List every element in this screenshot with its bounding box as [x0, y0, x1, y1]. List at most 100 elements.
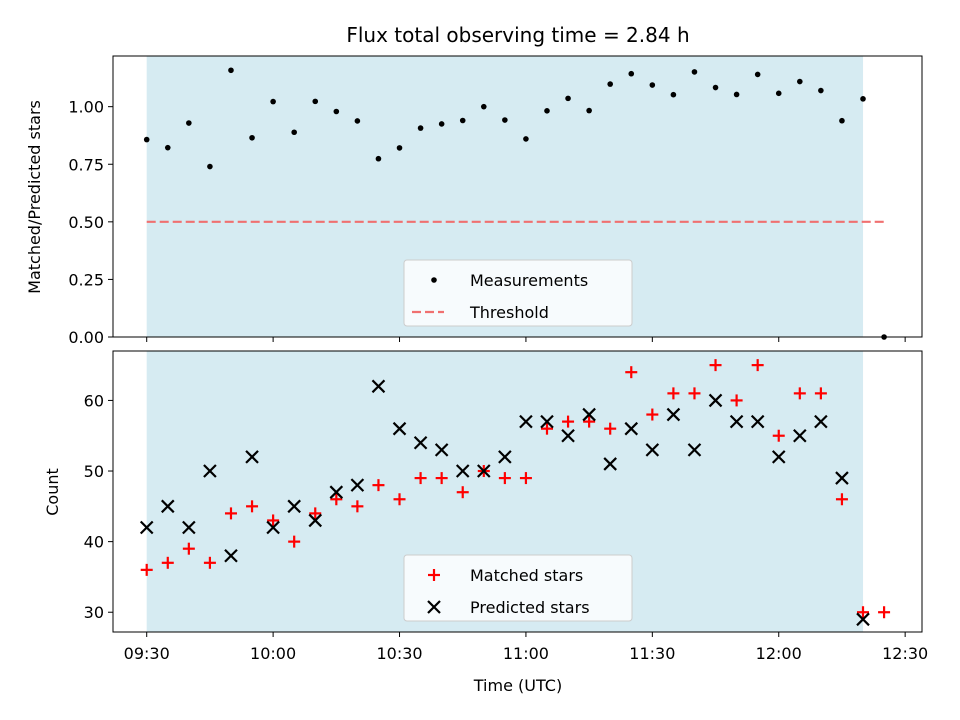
measurement-point — [775, 90, 782, 97]
predicted-star-point — [350, 478, 365, 492]
matched-star-point — [330, 493, 343, 506]
measurement-point — [270, 98, 276, 105]
matched-star-point — [751, 359, 764, 372]
measurement-point — [459, 117, 466, 124]
matched-star-point — [140, 563, 153, 576]
measurement-point — [839, 117, 845, 124]
top-x-ticks — [146, 337, 906, 342]
predicted-star-point — [687, 443, 702, 457]
matched-star-point — [203, 556, 216, 569]
predicted-star-point — [835, 471, 849, 485]
matched-star-point — [878, 606, 891, 619]
measurement-point — [754, 71, 761, 78]
legend-box — [403, 554, 633, 622]
measurement-point — [860, 96, 866, 102]
predicted-star-point — [814, 414, 828, 429]
matched-star-point — [267, 514, 280, 527]
measurement-point — [586, 107, 592, 114]
predicted-star-point — [561, 428, 575, 443]
matched-star-point — [414, 472, 427, 485]
x-tick-label: 09:30 — [124, 644, 170, 663]
matched-star-point — [772, 429, 785, 442]
predicted-star-point — [203, 464, 217, 478]
predicted-star-point — [666, 407, 681, 422]
predicted-star-point — [266, 520, 280, 535]
matched-star-point — [161, 556, 174, 569]
y-tick-label: 50 — [84, 462, 104, 481]
predicted-star-point — [729, 414, 744, 429]
measurement-point — [480, 103, 487, 110]
measurement-point — [818, 87, 824, 94]
matched-star-point — [604, 422, 617, 435]
predicted-star-point — [708, 393, 723, 408]
predicted-star-point — [139, 520, 154, 535]
x-tick-label: 12:30 — [882, 644, 928, 663]
matched-star-point — [246, 500, 259, 513]
top-y-ticks: 0.00 0.25 0.50 0.75 1.00 — [68, 98, 113, 347]
matched-star-point — [667, 387, 680, 400]
x-tick-label: 10:00 — [250, 644, 296, 663]
top-axes-frame — [112, 55, 923, 338]
legend-handle — [431, 277, 437, 283]
matched-star-point — [519, 472, 532, 485]
measurement-point — [164, 144, 171, 151]
predicted-star-point — [540, 414, 554, 429]
x-tick-label: 11:30 — [629, 644, 675, 663]
y-tick-label: 0.50 — [68, 213, 104, 232]
matched-star-point — [351, 500, 364, 513]
measurement-point — [649, 82, 656, 88]
measurement-point — [312, 98, 319, 105]
predicted-star-point — [645, 443, 660, 457]
predicted-star-point — [224, 548, 238, 563]
top-legend: Measurements Threshold — [403, 259, 633, 327]
y-tick-label: 0.75 — [68, 155, 104, 174]
y-tick-label: 0.00 — [68, 328, 104, 347]
predicted-star-point — [392, 421, 407, 436]
matched-star-point — [372, 479, 385, 492]
predicted-star-point — [182, 520, 196, 535]
x-tick-label: 11:00 — [503, 644, 549, 663]
legend-handle — [427, 600, 441, 614]
predicted-star-point — [519, 414, 533, 429]
measurement-point — [333, 108, 340, 115]
measurement-point — [544, 108, 550, 114]
measurement-point — [143, 136, 150, 143]
measurement-point — [691, 69, 698, 75]
matched-star-point — [709, 359, 722, 372]
matched-star-point — [688, 387, 701, 400]
measurement-point — [523, 136, 529, 142]
measurement-point — [417, 125, 424, 131]
measurement-point — [354, 118, 361, 124]
matched-star-point — [730, 394, 743, 407]
measurement-point — [249, 134, 255, 141]
matched-star-point — [309, 507, 322, 520]
matched-star-point — [814, 387, 827, 400]
matched-star-point — [562, 415, 575, 428]
y-tick-label: 0.25 — [68, 270, 104, 289]
top-marks — [143, 67, 887, 340]
matched-star-point — [288, 535, 301, 548]
legend-label: Measurements — [470, 271, 588, 290]
legend-handle — [428, 569, 440, 581]
bottom-y-ticks: 30 40 50 60 — [84, 391, 113, 622]
y-tick-label: 40 — [84, 533, 104, 552]
matched-star-point — [625, 366, 638, 379]
measurement-point — [186, 120, 192, 126]
legend-label: Threshold — [469, 303, 549, 322]
measurement-point — [712, 84, 719, 91]
measurement-point — [291, 129, 297, 136]
predicted-star-point — [160, 499, 175, 514]
matched-star-point — [498, 472, 511, 485]
matched-star-point — [393, 493, 406, 506]
predicted-star-point — [582, 407, 596, 422]
x-tick-label: 12:00 — [756, 644, 802, 663]
predicted-star-point — [245, 450, 259, 464]
predicted-star-point — [308, 513, 323, 528]
predicted-star-point — [413, 436, 428, 450]
measurement-point — [797, 78, 803, 85]
legend-label: Matched stars — [470, 566, 583, 585]
measurement-point — [565, 95, 571, 102]
bottom-marks — [139, 359, 891, 627]
predicted-star-point — [455, 464, 470, 478]
